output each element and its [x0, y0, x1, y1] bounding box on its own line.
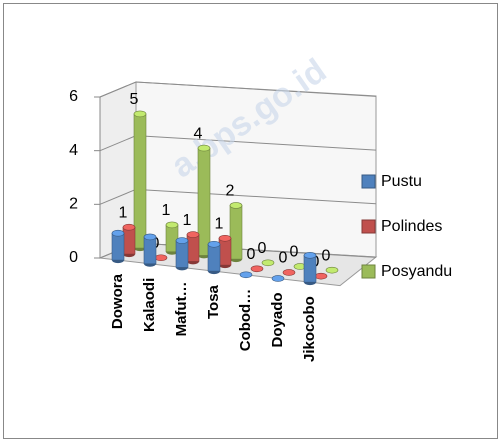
- bar-top: [133, 110, 147, 118]
- legend-label: Posyandu: [381, 263, 452, 280]
- bar: [261, 259, 275, 267]
- data-label: 0: [279, 250, 288, 267]
- bar-top: [197, 144, 211, 152]
- bar-top: [229, 202, 243, 209]
- bar-top: [218, 234, 232, 242]
- bar: [303, 252, 317, 286]
- bar-body: [133, 113, 147, 249]
- data-label: 1: [162, 202, 171, 219]
- bar: [271, 275, 285, 282]
- legend-label: Pustu: [381, 173, 422, 190]
- bar-top: [111, 229, 125, 237]
- x-tick-label: Tosa: [205, 284, 222, 319]
- x-tick-label: Dowora: [109, 273, 126, 329]
- bar-top: [239, 271, 253, 279]
- bar: [218, 234, 232, 269]
- bar-top: [186, 231, 200, 238]
- bar-top: [165, 221, 179, 229]
- data-label: 0: [322, 247, 331, 264]
- bar-top: [207, 240, 221, 248]
- bar: [175, 237, 189, 271]
- data-label: 1: [119, 204, 128, 221]
- bar-body: [122, 226, 136, 255]
- legend-label: Polindes: [381, 218, 442, 235]
- bar-body: [175, 240, 189, 268]
- x-tick-label: Cobod…: [237, 289, 254, 351]
- grid-line: [99, 81, 377, 98]
- bar: [186, 231, 200, 265]
- data-label: 4: [194, 125, 203, 142]
- bar: [282, 269, 296, 276]
- data-label: 5: [130, 91, 139, 108]
- bar-body: [186, 234, 200, 262]
- bar: [154, 254, 168, 262]
- x-tick-label: Kalaodi: [141, 278, 158, 332]
- bar: [122, 223, 136, 258]
- bar: [197, 144, 211, 259]
- y-tick-label: 2: [69, 196, 78, 213]
- y-tick-label: 0: [69, 249, 78, 266]
- bar: [111, 229, 125, 264]
- bar: [239, 271, 253, 279]
- bar-body: [218, 237, 232, 266]
- bar-top: [175, 237, 189, 244]
- legend-swatch: [361, 174, 376, 189]
- bar-top: [154, 254, 168, 262]
- data-label: 0: [247, 246, 256, 263]
- bar-top: [303, 252, 317, 259]
- legend-swatch: [361, 264, 376, 279]
- bar: [325, 266, 339, 274]
- bar: [143, 233, 157, 267]
- data-label: 2: [226, 183, 235, 200]
- data-label: 1: [215, 215, 224, 232]
- y-tick-label: 6: [69, 88, 78, 105]
- bar-top: [261, 259, 275, 267]
- bar-body: [229, 205, 243, 260]
- bar-body: [111, 232, 125, 261]
- data-label: 0: [258, 240, 267, 257]
- x-tick-label: Doyado: [269, 292, 286, 347]
- bar: [314, 272, 328, 280]
- bar-body: [143, 236, 157, 265]
- bar-top: [143, 233, 157, 241]
- bar-top: [314, 272, 328, 280]
- y-tick-label: 4: [69, 142, 78, 159]
- x-tick-label: Jikocobo: [301, 296, 318, 362]
- bar-top: [271, 275, 285, 282]
- legend-swatch: [361, 219, 376, 234]
- bar-top: [325, 266, 339, 274]
- data-label: 1: [183, 212, 192, 229]
- bar-top: [282, 269, 296, 276]
- data-label: 0: [290, 244, 299, 261]
- bar-top: [122, 223, 136, 231]
- bar: [165, 221, 179, 255]
- bar-top: [250, 265, 264, 273]
- bar: [133, 110, 147, 252]
- bar-body: [303, 255, 317, 283]
- bar-body: [197, 147, 211, 256]
- bar: [207, 240, 221, 275]
- x-tick-label: Mafut…: [173, 281, 190, 336]
- bar: [250, 265, 264, 273]
- bar-body: [207, 243, 221, 272]
- bar: [229, 202, 243, 263]
